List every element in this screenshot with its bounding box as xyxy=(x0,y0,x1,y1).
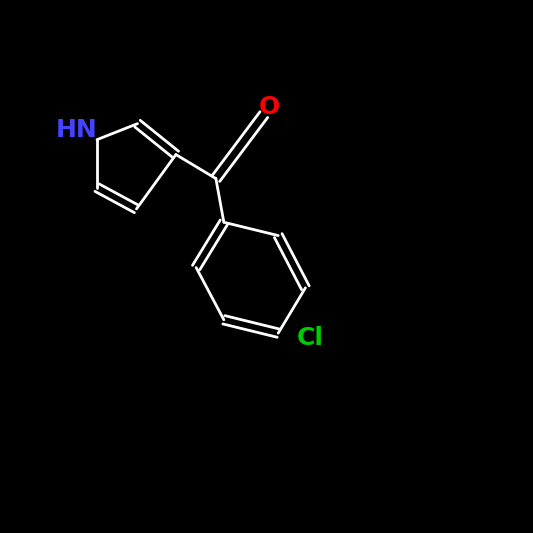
Text: O: O xyxy=(259,94,280,119)
Text: HN: HN xyxy=(56,118,98,142)
Text: Cl: Cl xyxy=(297,326,324,351)
